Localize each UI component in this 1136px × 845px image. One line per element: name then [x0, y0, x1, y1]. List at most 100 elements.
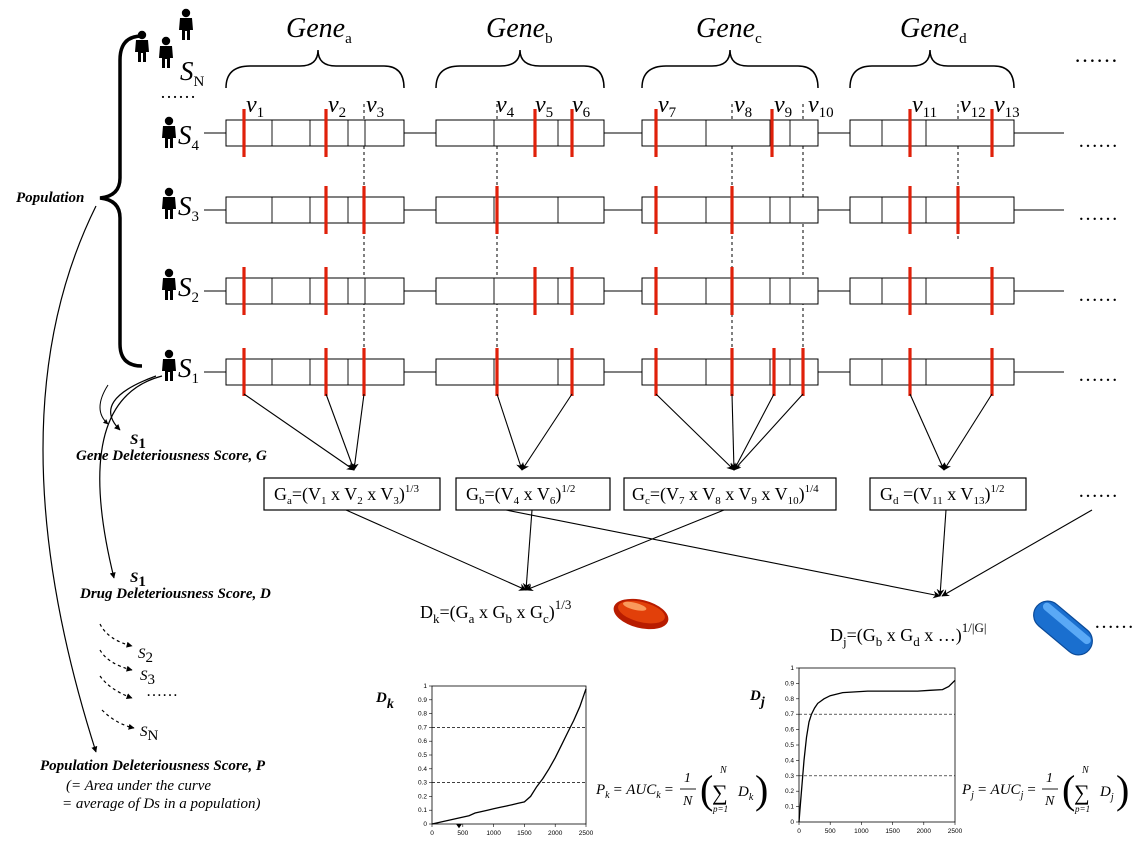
svg-text:): ): [755, 767, 768, 812]
svg-text:∑: ∑: [712, 780, 728, 805]
variant-label-9: v9: [774, 92, 792, 121]
svg-text:N: N: [1081, 765, 1090, 776]
sample-label-3: S3: [178, 191, 199, 225]
left-labels: S1 Gene Deleteriousness Score, G S1 Drug…: [40, 432, 271, 812]
sample-label-n: SN: [180, 56, 205, 90]
chart-dk-x-tick-label: 2000: [548, 830, 563, 837]
row-ellipses: …… …… …… …… ……: [1078, 130, 1118, 502]
dashed-sample-3: S3: [140, 668, 155, 688]
person-icon: [162, 116, 176, 148]
gene-headers: Genea Geneb Genec Gened ……: [225, 13, 1118, 89]
chart-dk-y-tick-label: 0.4: [418, 766, 427, 773]
gene-a-formula: Ga=(V1 x V2 x V3)1/3: [274, 483, 419, 507]
gene-b-formula-box: [455, 477, 611, 511]
gene-c-label: Genec: [696, 13, 762, 47]
chart-dk-y-tick-label: 0.1: [418, 807, 427, 814]
chart-dj-y-tick-label: 0.1: [785, 804, 794, 811]
chart-dj-y-tick-label: 0.4: [785, 757, 794, 764]
person-icon: [179, 8, 193, 41]
gene-d-formula: Gd =(V11 x V13)1/2: [880, 483, 1005, 507]
chart-dk-y-tick-label: 1: [423, 683, 427, 690]
svg-text:): ): [1116, 767, 1129, 812]
chart-dk-y-tick-label: 0.5: [418, 752, 427, 759]
chart-dk-y-tick-label: 0.8: [418, 711, 427, 718]
variant-label-1: v1: [246, 92, 264, 121]
chart-dj-y-tick-label: 0.2: [785, 788, 794, 795]
samples-ellipsis: ……: [160, 82, 196, 102]
pop-note-1: (= Area under the curve: [66, 778, 211, 794]
sample-label-2: S2: [178, 272, 199, 306]
auc-formula-j: Pj = AUCj = 1 N ( N ∑ p=1 Dj ): [961, 765, 1129, 814]
svg-text:p=1: p=1: [1074, 804, 1090, 814]
row-s4: [204, 109, 1064, 157]
chart-dk-y-tick-label: 0.7: [418, 724, 427, 731]
variant-label-8: v8: [734, 92, 752, 121]
gene-segment: [435, 119, 605, 147]
population-bracket: Population: [16, 34, 143, 368]
variant-label-12: v12: [960, 92, 986, 121]
drug-j-formula: Dj=(Gb x Gd x …)1/|G|: [830, 620, 987, 649]
gene-d-brace: [849, 49, 1015, 89]
gene-formula-boxes: Ga=(V1 x V2 x V3)1/3 Gb=(V4 x V6)1/2 Gc=…: [263, 477, 1027, 511]
svg-text:……: ……: [1078, 364, 1118, 386]
gene-a-label: Genea: [286, 13, 352, 47]
variant-label-2: v2: [328, 92, 346, 121]
variant-label-13: v13: [994, 92, 1020, 121]
gene-segment: [641, 277, 819, 305]
blue-capsule-icon: [1033, 600, 1093, 656]
svg-text:p=1: p=1: [712, 804, 728, 814]
chart-dk-x-tick-label: 0: [430, 830, 434, 837]
gene-c-formula-box: [623, 477, 837, 511]
red-pill-icon: [613, 598, 669, 630]
svg-text:1: 1: [684, 771, 691, 786]
left-arrows: [42, 205, 163, 753]
variant-label-5: v5: [535, 92, 553, 121]
dashed-guides: [363, 104, 959, 394]
drug-k-formula: Dk=(Ga x Gb x Gc)1/3: [420, 597, 571, 626]
row-s1: [204, 348, 1064, 396]
chart-dk-y-tick-label: 0.3: [418, 780, 427, 787]
svg-text:N: N: [1044, 794, 1055, 809]
chart-dj-x-tick-label: 2000: [917, 828, 932, 835]
chart-dj-x-tick-label: 1500: [885, 828, 900, 835]
row-s2: [204, 267, 1064, 315]
variant-label-3: v3: [366, 92, 384, 121]
gene-segment: [225, 358, 405, 386]
pop-note-2: = average of Ds in a population): [62, 796, 260, 812]
gene-segment: [641, 196, 819, 224]
svg-text:……: ……: [1078, 284, 1118, 306]
sample-labels: SN …… S4 S3 S2 S1: [135, 8, 205, 387]
drug-score-label: Drug Deleteriousness Score, D: [79, 586, 271, 602]
gene-segment: [225, 196, 405, 224]
svg-text:N: N: [719, 765, 728, 776]
chart-dj: Dj Dj for S1 00.10.20.30.40.50.60.70.80.…: [749, 665, 963, 835]
sample-rows: [204, 109, 1064, 396]
chart-dk-y-tick-label: 0.6: [418, 738, 427, 745]
svg-text:……: ……: [1078, 130, 1118, 152]
chart-dj-y-tick-label: 1: [790, 665, 794, 672]
row-s3: [204, 186, 1064, 234]
variant-label-10: v10: [808, 92, 834, 121]
chart-dk-x-tick-label: 500: [457, 830, 468, 837]
svg-text:∑: ∑: [1074, 780, 1090, 805]
gene-b-formula: Gb=(V4 x V6)1/2: [466, 483, 575, 507]
chart-dk-series-line: [431, 688, 587, 825]
gene-segment: [435, 196, 605, 224]
chart-dk-title: Dk: [375, 690, 394, 712]
drug-formulas: Dk=(Ga x Gb x Gc)1/3 Dj=(Gb x Gd x …)1/|…: [420, 597, 1134, 649]
svg-text:Dk: Dk: [737, 784, 754, 803]
svg-text:Pj= AUCj=: Pj = AUCj =: [961, 782, 1036, 801]
dashed-ellipsis: ……: [146, 683, 178, 700]
variant-label-7: v7: [658, 92, 677, 121]
chart-dj-series-line: [798, 679, 956, 823]
chart-dj-plot-area: [798, 667, 956, 823]
gene-segment: [225, 277, 405, 305]
chart-dk-x-tick-label: 1500: [517, 830, 532, 837]
gene-b-brace: [435, 49, 605, 89]
svg-text:……: ……: [1078, 480, 1118, 502]
chart-dj-y-tick-label: 0.8: [785, 696, 794, 703]
gene-segment: [225, 119, 405, 147]
chart-dk-x-tick-label: 1000: [486, 830, 501, 837]
variant-label-6: v6: [572, 92, 591, 121]
svg-text:……: ……: [1078, 203, 1118, 225]
